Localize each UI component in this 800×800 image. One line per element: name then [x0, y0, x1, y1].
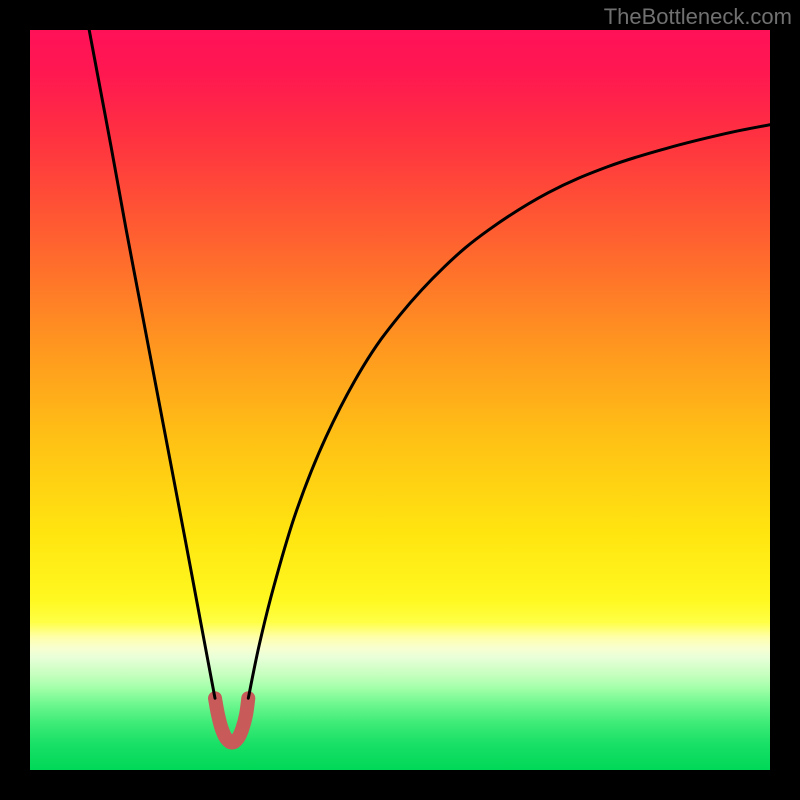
attribution-label: TheBottleneck.com: [604, 4, 792, 30]
bottleneck-chart: TheBottleneck.com: [0, 0, 800, 800]
plot-gradient: [30, 30, 770, 770]
chart-svg: [0, 0, 800, 800]
